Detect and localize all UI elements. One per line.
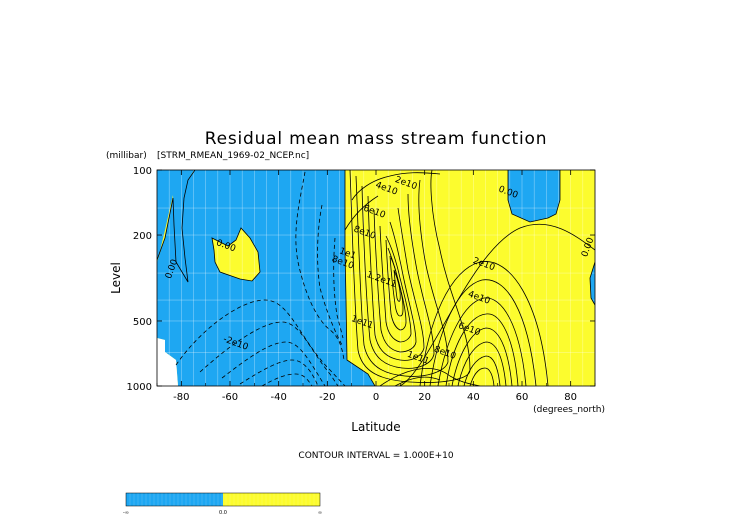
contour-npos-6 [457, 341, 507, 386]
contours-positive-north [379, 223, 595, 386]
contour-zero-pole [589, 261, 595, 306]
contour-npos-3 [437, 297, 527, 386]
x-tick-label: 0 [373, 392, 379, 403]
contour-npos-4 [445, 313, 519, 386]
contour-npos-7 [463, 355, 501, 386]
contour-zero-main [344, 170, 376, 386]
contour-zero-north [507, 170, 561, 223]
colorbar-frame [125, 492, 321, 507]
fill-negative-south [157, 170, 195, 282]
contour-neg-7 [317, 204, 343, 346]
x-tick-label: -40 [270, 392, 286, 403]
contour-pos-10 [351, 172, 441, 201]
x-tick-label: 60 [516, 392, 529, 403]
contour-npos-1 [419, 261, 549, 386]
colorbar: -∞ 0.0 ∞ [123, 492, 322, 516]
colorbar-positive [223, 493, 320, 506]
x-tick-label: -80 [173, 392, 189, 403]
x-axis: -80 -60 -40 -20 0 20 40 60 80 [156, 170, 596, 403]
colorbar-label-mid: 0.0 [219, 510, 227, 516]
contour-npos-2 [429, 279, 537, 386]
contour-interval-label: CONTOUR INTERVAL = 1.000E+10 [298, 451, 453, 461]
x-tick-label: 80 [564, 392, 577, 403]
y-units-label: (millibar) [106, 151, 147, 161]
y-tick-label: 200 [133, 231, 152, 242]
x-tick-label: 20 [418, 392, 431, 403]
y-tick-label: 100 [133, 166, 152, 177]
contour-pos-3 [361, 185, 435, 369]
contour-zero-island [211, 227, 261, 282]
colorbar-negative [126, 493, 223, 506]
colorbar-label-min: -∞ [123, 510, 129, 516]
y-tick-label: 500 [133, 317, 152, 328]
contour-pos-9 [393, 269, 401, 302]
contours-negative [175, 171, 346, 386]
x-units-label: (degrees_north) [533, 405, 605, 415]
y-axis: 100 200 500 1000 [127, 166, 595, 393]
contour-pos-11 [344, 195, 379, 231]
fill-negative-pole [590, 262, 595, 305]
contour-pos-2 [355, 175, 449, 377]
fill-positive-island [212, 228, 260, 281]
contour-neg-8 [333, 237, 344, 339]
fill-negative-main [157, 170, 375, 386]
contours-positive-main [344, 170, 471, 383]
contour-neg-5 [261, 373, 313, 386]
contour-npos-8 [469, 367, 495, 386]
contour-neg-4 [239, 359, 319, 386]
contours [157, 170, 595, 386]
colorbar-label-max: ∞ [318, 510, 322, 516]
contour-pos-5 [373, 209, 417, 353]
contour-npos-9 [399, 223, 595, 386]
contour-npos-5 [451, 327, 513, 386]
contour-neg-2 [199, 321, 339, 386]
y-tick-label: 1000 [127, 382, 152, 393]
fill-missing-corner [157, 338, 178, 386]
chart-subtitle: [STRM_RMEAN_1969-02_NCEP.nc] [157, 151, 309, 161]
contour-neg-1 [175, 299, 346, 386]
x-axis-label: Latitude [351, 420, 400, 434]
contour-npos-11 [394, 376, 441, 386]
y-axis-label: Level [109, 262, 123, 294]
x-tick-label: 40 [467, 392, 480, 403]
x-tick-label: -60 [222, 392, 238, 403]
contour-pos-6 [379, 225, 412, 343]
contour-pos-1 [349, 170, 471, 383]
contour-pos-4 [367, 195, 425, 361]
x-tick-label: -20 [319, 392, 335, 403]
contour-npos-10 [379, 368, 481, 386]
contour-pos-8 [389, 255, 404, 317]
chart-title: Residual mean mass stream function [205, 129, 548, 149]
contour-zero-south [157, 170, 196, 283]
